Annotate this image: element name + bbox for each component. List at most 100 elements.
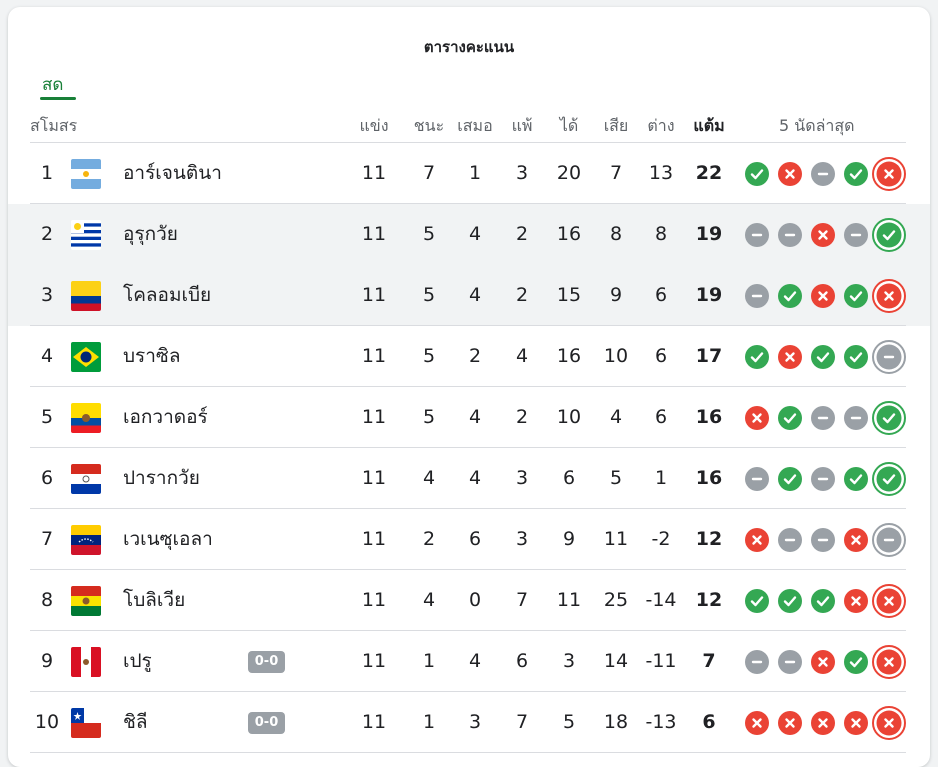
form-loss-icon[interactable] [872,279,906,313]
form-win-icon[interactable] [745,589,769,613]
form-win-icon[interactable] [844,345,868,369]
team-name[interactable]: ปารากวัย [123,467,200,489]
form-draw-icon[interactable] [745,284,769,308]
table-row[interactable]: 9 เปรู 0-0 11 1 4 6 3 14 -11 7 [8,631,930,692]
form-loss-icon[interactable] [872,706,906,740]
form-draw-icon[interactable] [872,340,906,374]
table-row[interactable]: 3 โคลอมเบีย 11 5 4 2 15 9 6 19 [8,265,930,326]
team-name[interactable]: เอกวาดอร์ [123,406,208,428]
form-win-icon[interactable] [844,650,868,674]
form-win-icon[interactable] [872,462,906,496]
form-draw-icon[interactable] [811,406,835,430]
form-draw-icon[interactable] [872,523,906,557]
row-divider [30,691,906,692]
form-draw-icon[interactable] [811,162,835,186]
won-cell: 4 [422,467,436,489]
form-loss-icon[interactable] [844,589,868,613]
rank-cell: 1 [40,162,54,184]
form-win-icon[interactable] [745,345,769,369]
pts-cell: 19 [695,284,723,306]
table-row[interactable]: 7 เวเนซุเอลา 11 2 6 3 9 11 -2 12 [8,509,930,570]
form-draw-icon[interactable] [745,650,769,674]
table-row[interactable]: 2 อุรุกวัย 11 5 4 2 16 8 8 19 [8,204,930,265]
form-win-icon[interactable] [811,345,835,369]
table-row-content: 4 บราซิล 11 5 2 4 16 10 6 17 [8,326,930,387]
form-win-icon[interactable] [778,589,802,613]
form-draw-icon[interactable] [844,223,868,247]
drawn-cell: 4 [468,223,482,245]
form-loss-icon[interactable] [811,223,835,247]
ecuador-flag [71,403,101,433]
form-draw-icon[interactable] [745,467,769,491]
won-cell: 5 [422,223,436,245]
ga-cell: 18 [603,711,629,733]
form-draw-icon[interactable] [811,528,835,552]
row-divider [30,386,906,387]
paraguay-flag [71,464,101,494]
form-draw-icon[interactable] [778,528,802,552]
team-name[interactable]: บราซิล [123,345,181,367]
played-cell: 11 [361,467,387,489]
form-loss-icon[interactable] [872,584,906,618]
form-loss-icon[interactable] [745,711,769,735]
form-win-icon[interactable] [745,162,769,186]
table-row[interactable]: 1 อาร์เจนตินา 11 7 1 3 20 7 13 22 [8,143,930,204]
won-cell: 1 [422,711,436,733]
team-name[interactable]: เวเนซุเอลา [123,528,213,550]
played-cell: 11 [361,711,387,733]
form-loss-icon[interactable] [872,157,906,191]
gd-cell: -13 [645,711,677,733]
team-name[interactable]: โบลิเวีย [123,589,186,611]
pts-cell: 16 [695,406,723,428]
form-draw-icon[interactable] [844,406,868,430]
form-win-icon[interactable] [844,162,868,186]
form-win-icon[interactable] [844,284,868,308]
form-loss-icon[interactable] [745,406,769,430]
lost-cell: 2 [515,406,529,428]
col-header-played: แข่ง [359,116,389,135]
table-row[interactable]: 10 ชิลี 0-0 11 1 3 7 5 18 -13 6 [8,692,930,753]
table-row[interactable]: 5 เอกวาดอร์ 11 5 4 2 10 4 6 16 [8,387,930,448]
form-win-icon[interactable] [872,218,906,252]
team-name[interactable]: ชิลี [123,711,148,733]
form-loss-icon[interactable] [778,345,802,369]
won-cell: 1 [422,650,436,672]
team-name[interactable]: โคลอมเบีย [123,284,212,306]
form-draw-icon[interactable] [745,223,769,247]
gd-cell: -14 [645,589,677,611]
form-win-icon[interactable] [844,467,868,491]
lost-cell: 4 [515,345,529,367]
table-row[interactable]: 8 โบลิเวีย 11 4 0 7 11 25 -14 12 [8,570,930,631]
team-name[interactable]: อุรุกวัย [123,223,178,245]
form-win-icon[interactable] [778,284,802,308]
team-name[interactable]: เปรู [123,650,152,672]
form-win-icon[interactable] [872,401,906,435]
form-loss-icon[interactable] [778,711,802,735]
form-win-icon[interactable] [811,589,835,613]
form-draw-icon[interactable] [811,467,835,491]
table-row[interactable]: 4 บราซิล 11 5 2 4 16 10 6 17 [8,326,930,387]
form-win-icon[interactable] [778,406,802,430]
form-draw-icon[interactable] [778,650,802,674]
gf-cell: 5 [562,711,576,733]
form-loss-icon[interactable] [844,528,868,552]
form-loss-icon[interactable] [811,711,835,735]
tab-live[interactable]: สด [42,75,64,95]
form-loss-icon[interactable] [811,284,835,308]
table-row[interactable]: 6 ปารากวัย 11 4 4 3 6 5 1 16 [8,448,930,509]
lost-cell: 2 [515,223,529,245]
form-loss-icon[interactable] [778,162,802,186]
form-loss-icon[interactable] [745,528,769,552]
table-row-content: 1 อาร์เจนตินา 11 7 1 3 20 7 13 22 [8,143,930,204]
live-score-badge[interactable]: 0-0 [248,651,285,673]
chile-flag [71,708,101,738]
table-row-content: 8 โบลิเวีย 11 4 0 7 11 25 -14 12 [8,570,930,631]
bolivia-flag [71,586,101,616]
form-loss-icon[interactable] [844,711,868,735]
form-loss-icon[interactable] [811,650,835,674]
team-name[interactable]: อาร์เจนตินา [123,162,222,184]
form-draw-icon[interactable] [778,223,802,247]
live-score-badge[interactable]: 0-0 [248,712,285,734]
form-win-icon[interactable] [778,467,802,491]
form-loss-icon[interactable] [872,645,906,679]
